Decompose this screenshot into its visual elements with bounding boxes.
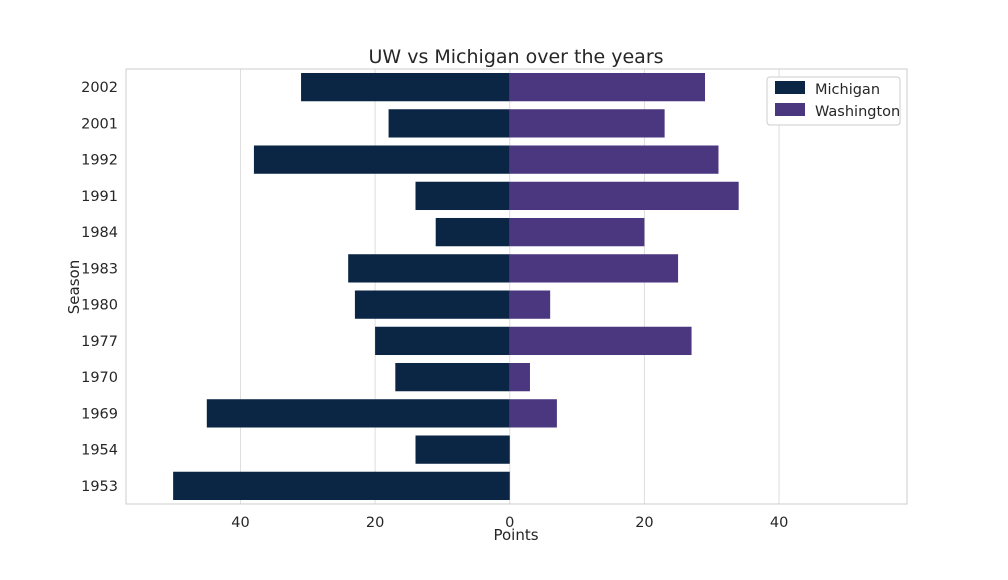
bar-washington-2002	[509, 72, 706, 102]
y-tick-label: 1983	[81, 261, 118, 277]
x-tick-label: 40	[770, 515, 788, 531]
legend: Michigan Washington	[766, 76, 901, 126]
y-tick-label: 2001	[81, 116, 118, 132]
bar-washington-1983	[509, 254, 679, 283]
y-tick-label: 1970	[81, 370, 118, 386]
x-tick-label: 0	[505, 515, 514, 531]
bar-michigan-1980	[354, 290, 510, 319]
y-tick-label: 1984	[81, 225, 118, 241]
bar-michigan-1977	[375, 326, 510, 356]
bar-washington-1970	[509, 362, 530, 392]
legend-label-washington: Washington	[815, 104, 900, 120]
bar-michigan-1969	[206, 399, 510, 428]
x-tick-label: 20	[635, 515, 653, 531]
x-tick-labels: 40 20 0 20 40	[231, 515, 788, 531]
bar-washington-1977	[509, 326, 692, 356]
bar-michigan-1991	[415, 181, 510, 211]
bar-michigan-1970	[395, 362, 510, 392]
y-axis-label: Season	[65, 260, 83, 314]
bar-washington-2001	[509, 109, 665, 138]
x-axis-label: Points	[493, 526, 538, 544]
legend-swatch-washington	[775, 103, 805, 116]
chart-title: UW vs Michigan over the years	[368, 46, 663, 68]
y-tick-label: 2002	[81, 80, 118, 96]
y-tick-labels: 2002 2001 1992 1991 1984 1983 1980 1977 1970 1969…	[81, 80, 118, 495]
bar-washington-1992	[509, 145, 719, 174]
x-tick-label: 20	[366, 515, 384, 531]
bar-washington-1991	[509, 181, 739, 211]
bar-michigan-1984	[435, 217, 510, 247]
plot-frame	[125, 68, 908, 505]
bar-michigan-2001	[388, 109, 510, 138]
bar-michigan-1992	[253, 145, 510, 174]
y-tick-label: 1954	[81, 443, 118, 459]
bar-michigan-1983	[348, 254, 510, 283]
x-tick-label: 40	[231, 515, 249, 531]
bar-michigan-1954	[415, 435, 510, 464]
y-tick-label: 1977	[81, 334, 118, 350]
y-tick-label: 1980	[81, 298, 118, 314]
y-tick-label: 1992	[81, 153, 118, 169]
y-tick-label: 1991	[81, 189, 118, 205]
bar-washington-1984	[509, 217, 645, 247]
bars-layer	[173, 72, 739, 501]
y-tick-label: 1953	[81, 479, 118, 495]
bar-washington-1969	[509, 399, 557, 428]
legend-label-michigan: Michigan	[815, 82, 880, 98]
bar-washington-1980	[509, 290, 551, 319]
y-tick-label: 1969	[81, 406, 118, 422]
bar-michigan-1953	[173, 471, 510, 501]
grid-layer	[239, 69, 780, 504]
bar-michigan-2002	[301, 72, 510, 102]
legend-swatch-michigan	[775, 81, 805, 94]
